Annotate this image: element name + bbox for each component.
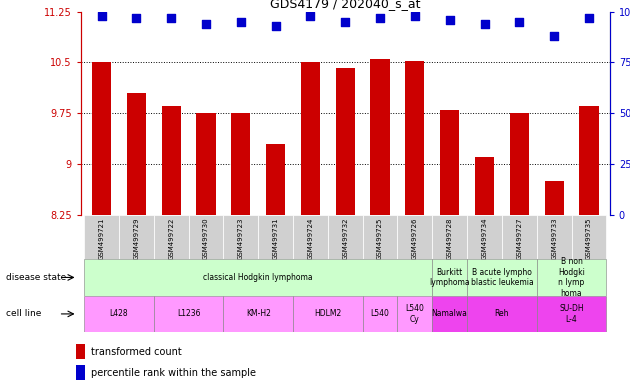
Text: L540: L540 bbox=[370, 310, 389, 318]
Bar bbox=[84, 215, 119, 259]
Bar bbox=[475, 157, 494, 215]
Bar bbox=[301, 62, 320, 215]
Bar bbox=[537, 296, 606, 332]
Bar bbox=[119, 215, 154, 259]
Bar bbox=[224, 215, 258, 259]
Bar bbox=[76, 344, 85, 359]
Bar bbox=[467, 215, 502, 259]
Text: GSM499724: GSM499724 bbox=[307, 217, 313, 260]
Bar bbox=[266, 144, 285, 215]
Text: GSM499733: GSM499733 bbox=[551, 217, 557, 260]
Text: GSM499734: GSM499734 bbox=[481, 217, 488, 260]
Bar bbox=[571, 215, 606, 259]
Bar bbox=[363, 296, 398, 332]
Point bbox=[549, 33, 559, 39]
Text: L1236: L1236 bbox=[177, 310, 200, 318]
Bar bbox=[432, 215, 467, 259]
Text: Reh: Reh bbox=[495, 310, 509, 318]
Bar bbox=[197, 113, 215, 215]
Text: GSM499730: GSM499730 bbox=[203, 217, 209, 260]
Bar bbox=[154, 215, 188, 259]
Text: GSM499725: GSM499725 bbox=[377, 217, 383, 260]
Point bbox=[96, 13, 106, 19]
Point bbox=[236, 19, 246, 25]
Bar bbox=[370, 59, 389, 215]
Text: KM-H2: KM-H2 bbox=[246, 310, 271, 318]
Bar bbox=[467, 259, 537, 296]
Bar bbox=[537, 259, 606, 296]
Title: GDS4179 / 202040_s_at: GDS4179 / 202040_s_at bbox=[270, 0, 420, 10]
Bar bbox=[92, 62, 111, 215]
Point bbox=[584, 15, 594, 21]
Text: cell line: cell line bbox=[6, 310, 42, 318]
Bar bbox=[224, 296, 293, 332]
Point bbox=[410, 13, 420, 19]
Text: classical Hodgkin lymphoma: classical Hodgkin lymphoma bbox=[203, 273, 313, 282]
Text: GSM499722: GSM499722 bbox=[168, 217, 174, 260]
Bar bbox=[188, 215, 224, 259]
Bar bbox=[328, 215, 363, 259]
Bar bbox=[154, 296, 224, 332]
Bar bbox=[432, 296, 467, 332]
Bar bbox=[84, 259, 432, 296]
Bar bbox=[76, 365, 85, 380]
Point bbox=[166, 15, 176, 21]
Text: GSM499723: GSM499723 bbox=[238, 217, 244, 260]
Point bbox=[445, 17, 455, 23]
Text: GSM499721: GSM499721 bbox=[98, 217, 105, 260]
Bar bbox=[502, 215, 537, 259]
Text: SU-DH
L-4: SU-DH L-4 bbox=[559, 304, 584, 324]
Text: GSM499727: GSM499727 bbox=[517, 217, 522, 260]
Text: B non
Hodgki
n lymp
homa: B non Hodgki n lymp homa bbox=[558, 257, 585, 298]
Bar bbox=[440, 110, 459, 215]
Point bbox=[270, 23, 280, 29]
Bar bbox=[398, 296, 432, 332]
Point bbox=[340, 19, 350, 25]
Point bbox=[514, 19, 524, 25]
Bar bbox=[231, 113, 250, 215]
Text: B acute lympho
blastic leukemia: B acute lympho blastic leukemia bbox=[471, 268, 533, 287]
Bar bbox=[405, 61, 425, 215]
Text: GSM499726: GSM499726 bbox=[412, 217, 418, 260]
Text: GSM499732: GSM499732 bbox=[342, 217, 348, 260]
Bar bbox=[544, 181, 564, 215]
Bar bbox=[398, 215, 432, 259]
Text: percentile rank within the sample: percentile rank within the sample bbox=[91, 368, 256, 378]
Bar bbox=[336, 68, 355, 215]
Text: GSM499735: GSM499735 bbox=[586, 217, 592, 260]
Bar bbox=[127, 93, 146, 215]
Bar bbox=[84, 296, 154, 332]
Bar bbox=[293, 215, 328, 259]
Point bbox=[131, 15, 141, 21]
Bar bbox=[467, 296, 537, 332]
Bar bbox=[363, 215, 398, 259]
Text: GSM499731: GSM499731 bbox=[273, 217, 278, 260]
Bar bbox=[161, 106, 181, 215]
Point bbox=[306, 13, 316, 19]
Text: L428: L428 bbox=[110, 310, 129, 318]
Text: GSM499728: GSM499728 bbox=[447, 217, 453, 260]
Bar bbox=[537, 215, 571, 259]
Bar bbox=[432, 259, 467, 296]
Bar bbox=[580, 106, 598, 215]
Bar bbox=[510, 113, 529, 215]
Point bbox=[201, 21, 211, 27]
Point bbox=[479, 21, 490, 27]
Text: Burkitt
lymphoma: Burkitt lymphoma bbox=[430, 268, 470, 287]
Bar bbox=[293, 296, 363, 332]
Bar bbox=[258, 215, 293, 259]
Text: HDLM2: HDLM2 bbox=[314, 310, 341, 318]
Text: transformed count: transformed count bbox=[91, 347, 182, 357]
Text: L540
Cy: L540 Cy bbox=[406, 304, 425, 324]
Text: Namalwa: Namalwa bbox=[432, 310, 467, 318]
Point bbox=[375, 15, 385, 21]
Text: GSM499729: GSM499729 bbox=[134, 217, 139, 260]
Text: disease state: disease state bbox=[6, 273, 67, 282]
